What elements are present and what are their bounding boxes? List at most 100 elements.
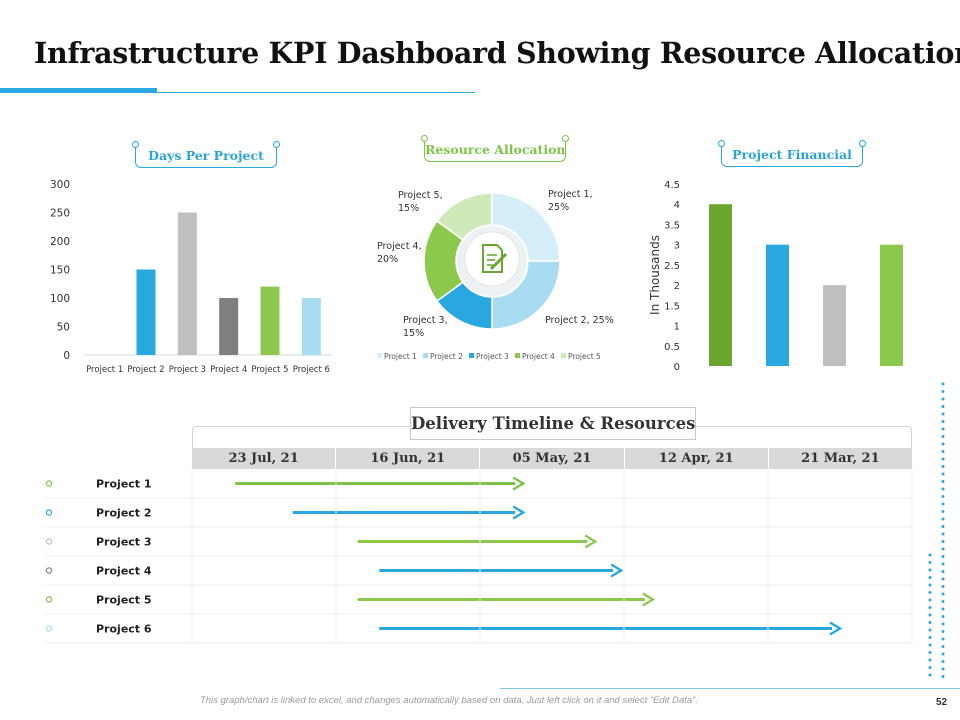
decorative-dot xyxy=(941,420,945,423)
gantt-title: Delivery Timeline & Resources xyxy=(410,407,696,440)
days-per-project-chart: 0 50 100 150 200 250 300 Project 1 Project 2 Proj… xyxy=(50,179,332,375)
y-tick-label: 250 xyxy=(50,208,70,220)
gantt-row-label: Project 1 xyxy=(96,478,152,491)
y-tick-label: 1.5 xyxy=(664,301,680,312)
bar xyxy=(709,204,732,366)
decorative-dot xyxy=(928,636,932,639)
decorative-dot xyxy=(941,510,945,513)
legend-swatch xyxy=(515,353,520,358)
decorative-dot xyxy=(941,585,945,588)
y-tick-label: 300 xyxy=(50,179,70,191)
gantt-column-header: 12 Apr, 21 xyxy=(625,448,769,469)
decorative-dot xyxy=(941,637,945,641)
gantt-chart: Project 1 Project 2 Project 3 Project 4 Proj… xyxy=(45,469,913,644)
document-pen-icon xyxy=(482,244,508,273)
decorative-dot xyxy=(928,673,932,677)
decorative-dot xyxy=(941,450,945,453)
slice-data-label: Project 3, xyxy=(403,315,448,326)
legend-label: Project 1 xyxy=(384,352,417,361)
decorative-dot xyxy=(941,465,945,468)
slice-data-label: 25% xyxy=(548,202,569,213)
y-tick-label: 200 xyxy=(50,236,70,248)
legend-label: Project 3 xyxy=(476,352,509,361)
gantt-arrow-head xyxy=(512,505,526,520)
y-axis-title: In Thousands xyxy=(648,235,662,315)
x-tick-label: Project 2 xyxy=(127,365,164,375)
gantt-arrow-head xyxy=(829,621,843,636)
decorative-dot xyxy=(941,397,945,401)
decorative-dot xyxy=(928,628,932,632)
slice-data-label: 15% xyxy=(398,203,419,214)
slice-data-label: Project 5, xyxy=(398,190,443,201)
legend-swatch xyxy=(561,353,566,358)
decorative-dot xyxy=(928,561,932,564)
gantt-column-header: 16 Jun, 21 xyxy=(336,448,481,469)
legend-label: Project 4 xyxy=(522,352,555,361)
decorative-dot xyxy=(941,495,945,498)
y-tick-label: 150 xyxy=(50,265,70,277)
y-tick-label: 100 xyxy=(50,293,70,305)
decorative-dot xyxy=(941,630,945,633)
legend-swatch xyxy=(469,353,474,358)
y-tick-label: 50 xyxy=(57,322,70,334)
gantt-arrow-head xyxy=(610,563,624,578)
bar xyxy=(301,298,321,355)
y-tick-label: 3 xyxy=(674,241,680,252)
row-bullet-icon xyxy=(45,596,53,603)
decorative-dot xyxy=(928,568,932,572)
y-tick-label: 4 xyxy=(674,200,680,211)
decorative-dot xyxy=(928,576,932,579)
page-title: Infrastructure KPI Dashboard Showing Res… xyxy=(34,36,960,70)
row-bullet-icon xyxy=(45,480,53,487)
decorative-dot xyxy=(941,382,945,386)
row-bullet-icon xyxy=(45,538,53,545)
decorative-dot xyxy=(941,480,945,483)
decorative-dot xyxy=(928,606,932,609)
bar xyxy=(219,298,239,355)
decorative-dot xyxy=(928,643,932,647)
decorative-dot xyxy=(941,607,945,611)
footer-divider xyxy=(500,688,960,689)
decorative-dot xyxy=(941,532,945,536)
resource-allocation-chart: Project 1, 25% Project 2, 25% Project 3, 15%… xyxy=(377,189,614,361)
decorative-dot xyxy=(928,658,932,662)
document-icon-outline xyxy=(482,244,503,273)
bar xyxy=(880,244,903,366)
slice-data-label: Project 2, 25% xyxy=(545,315,614,326)
decorative-dot xyxy=(928,621,932,624)
decorative-dot xyxy=(941,645,945,648)
y-tick-label: 0 xyxy=(674,362,680,373)
gantt-arrow-head xyxy=(584,534,598,549)
bar xyxy=(260,286,280,355)
decorative-dots xyxy=(928,382,945,678)
page-number: 52 xyxy=(936,697,948,708)
row-bullet-icon xyxy=(45,567,53,574)
decorative-dot xyxy=(941,600,945,603)
title-underline xyxy=(157,92,475,93)
decorative-dot xyxy=(941,487,945,491)
legend-swatch xyxy=(423,353,428,358)
y-tick-label: 3.5 xyxy=(664,220,680,231)
legend-label: Project 5 xyxy=(568,352,601,361)
decorative-dot xyxy=(941,502,945,506)
days-per-project-title: Days Per Project xyxy=(132,141,280,168)
gantt-arrow-head xyxy=(642,592,656,607)
pen-icon xyxy=(489,252,508,271)
decorative-dot xyxy=(941,615,945,618)
decorative-dot xyxy=(941,517,945,521)
decorative-dot xyxy=(941,675,945,678)
bar xyxy=(177,212,197,355)
bar xyxy=(823,285,846,366)
y-tick-label: 2 xyxy=(674,281,680,292)
legend-swatch xyxy=(377,353,382,358)
decorative-dot xyxy=(928,613,932,617)
slice-data-label: 15% xyxy=(403,328,424,339)
x-tick-label: Project 1 xyxy=(86,365,123,375)
decorative-dot xyxy=(941,457,945,461)
decorative-dot xyxy=(941,540,945,543)
decorative-dot xyxy=(941,660,945,663)
decorative-dot xyxy=(941,472,945,476)
gantt-column-header: 05 May, 21 xyxy=(480,448,625,469)
x-tick-label: Project 5 xyxy=(251,365,288,375)
x-tick-label: Project 4 xyxy=(210,365,247,375)
